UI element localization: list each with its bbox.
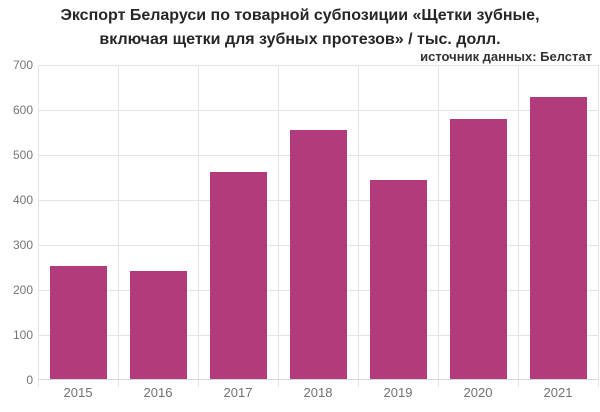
y-axis-tick-label: 500 [12,148,33,162]
horizontal-gridline [38,109,598,111]
bar-2018 [289,129,347,379]
bar-2017 [209,171,267,379]
y-axis-tick-label: 400 [12,193,33,207]
bar-2015 [49,265,107,379]
bar-2016 [129,270,187,379]
y-axis-labels: 0 100 200 300 400 500 600 700 [0,59,33,386]
x-axis-labels: 2015 2016 2017 2018 2019 2020 2021 [38,385,598,403]
vertical-gridline [357,65,359,387]
vertical-gridline [117,65,119,387]
chart-title-line2: включая щетки для зубных протезов» / тыс… [99,31,501,48]
x-axis-tick-label: 2015 [63,385,93,400]
y-axis-tick-label: 200 [12,283,33,297]
x-axis-tick-label: 2021 [543,385,573,400]
y-axis-tick-label: 700 [12,58,33,72]
y-axis-tick-label: 0 [26,373,33,387]
x-axis-line [38,379,598,380]
vertical-gridline [277,65,279,387]
vertical-gridline [437,65,439,387]
vertical-gridline [197,65,199,387]
y-axis-tick-label: 300 [12,238,33,252]
horizontal-gridline [38,64,598,66]
chart-title-line1: Экспорт Беларуси по товарной субпозиции … [60,7,540,24]
vertical-gridline [517,65,519,387]
y-axis-tick-label: 600 [12,103,33,117]
vertical-gridline [597,65,599,387]
x-axis-tick-label: 2018 [303,385,333,400]
x-axis-tick-label: 2020 [463,385,493,400]
bar-2020 [449,118,507,379]
source-note: источник данных: Белстат [420,49,592,64]
bar-2021 [529,97,587,379]
bar-2019 [369,180,427,379]
x-axis-tick-label: 2019 [383,385,413,400]
y-axis-tick-label: 100 [12,328,33,342]
x-axis-tick-label: 2017 [223,385,253,400]
vertical-gridline [37,65,39,387]
plot-area [37,64,599,387]
x-axis-tick-label: 2016 [143,385,173,400]
